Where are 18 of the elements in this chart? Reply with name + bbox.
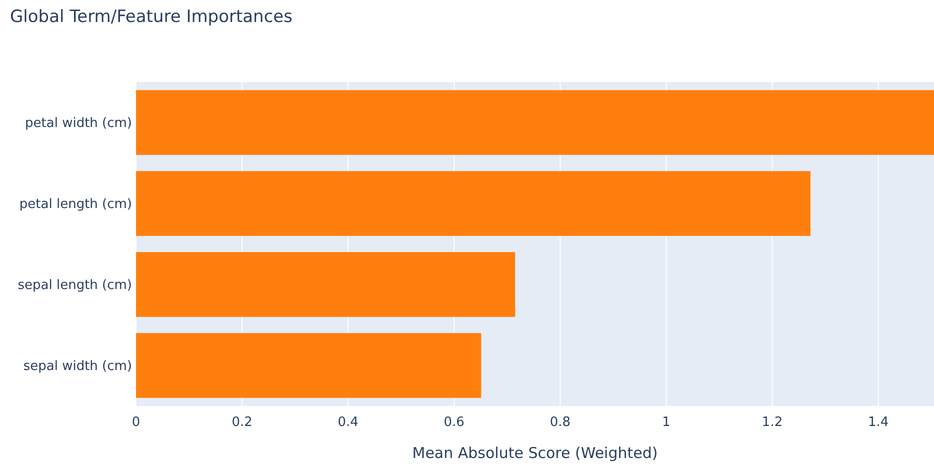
x-tick-label: 0.8 bbox=[550, 415, 571, 430]
x-tick-label: 1.2 bbox=[762, 415, 783, 430]
y-tick-label: sepal width (cm) bbox=[23, 359, 132, 374]
x-tick-label: 0 bbox=[132, 415, 140, 430]
x-tick-label: 0.4 bbox=[338, 415, 358, 430]
bar bbox=[136, 90, 934, 155]
bar bbox=[136, 333, 482, 398]
y-tick-label: petal length (cm) bbox=[19, 197, 132, 212]
bar bbox=[136, 171, 810, 236]
x-tick-label: 1 bbox=[662, 415, 670, 430]
chart-title: Global Term/Feature Importances bbox=[10, 7, 293, 27]
y-tick-label: sepal length (cm) bbox=[18, 278, 132, 294]
bar bbox=[136, 252, 516, 317]
x-tick-label: 0.2 bbox=[232, 415, 252, 430]
x-tick-label: 0.6 bbox=[444, 415, 464, 430]
x-axis-title: Mean Absolute Score (Weighted) bbox=[412, 444, 658, 462]
y-tick-label: petal width (cm) bbox=[25, 116, 132, 132]
x-tick-label: 1.4 bbox=[868, 415, 889, 430]
